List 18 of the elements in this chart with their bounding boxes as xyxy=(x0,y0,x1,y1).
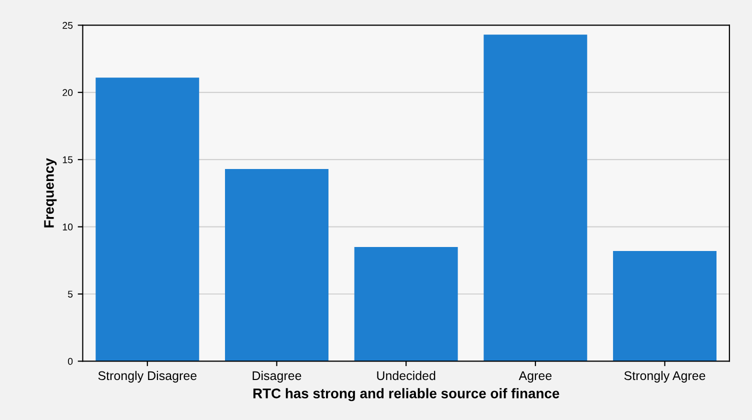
y-tick-label: 20 xyxy=(62,89,73,96)
x-tick-label: Undecided xyxy=(377,370,436,380)
bar xyxy=(225,169,328,362)
y-tick-label: 5 xyxy=(68,290,73,298)
y-tick-label: 15 xyxy=(62,156,73,164)
x-tick-label: Strongly Disagree xyxy=(98,370,197,383)
bar xyxy=(96,78,200,362)
x-axis-title: RTC has strong and reliable source oif finance xyxy=(253,388,560,402)
x-tick-label: Strongly Agree xyxy=(624,370,706,383)
y-tick-label: 10 xyxy=(62,224,73,230)
bar xyxy=(484,34,588,362)
y-tick-label: 0 xyxy=(68,358,73,365)
y-axis-title: Frequency xyxy=(44,158,57,228)
bar xyxy=(613,250,717,362)
y-tick-label: 25 xyxy=(62,22,73,29)
bar xyxy=(354,246,458,362)
x-tick-label: Agree xyxy=(518,371,552,383)
x-tick-label: Disagree xyxy=(252,370,302,383)
